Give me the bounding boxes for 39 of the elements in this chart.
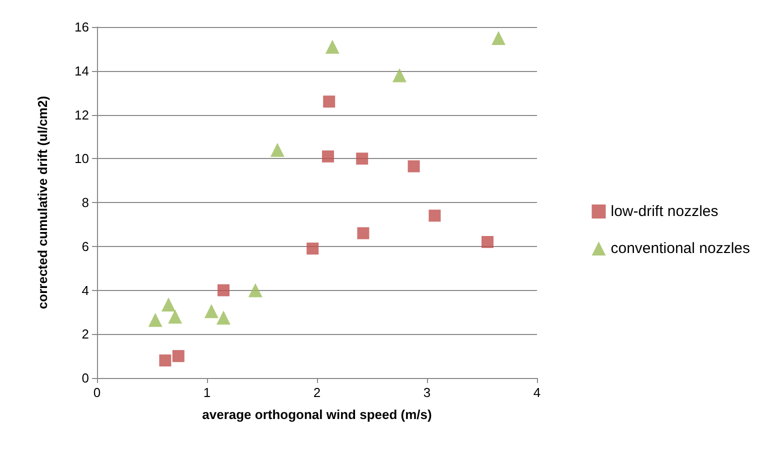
point: [392, 68, 406, 82]
x-tick-label: 1: [203, 385, 211, 400]
y-tick-label: 16: [74, 20, 89, 34]
point: [482, 236, 494, 248]
x-tick-label: 4: [533, 385, 541, 400]
legend-label: conventional nozzles: [610, 240, 750, 257]
point: [322, 150, 334, 162]
point: [148, 312, 162, 327]
point: [162, 298, 176, 312]
point: [248, 283, 262, 298]
point: [428, 210, 441, 222]
x-tick-label: 0: [93, 385, 101, 400]
y-tick-label: 8: [82, 195, 89, 210]
y-tick-label: 12: [74, 107, 89, 122]
point: [270, 142, 284, 157]
y-tick-label: 14: [74, 63, 89, 78]
point: [492, 30, 506, 45]
y-tick-label: 0: [82, 370, 89, 386]
y-tick-label: 2: [82, 326, 89, 342]
y-tick-label: 6: [82, 238, 89, 254]
point: [218, 284, 230, 296]
point: [216, 310, 230, 325]
point: [408, 160, 420, 172]
point: [159, 354, 172, 366]
y-axis-title: corrected cumulative drift (ul/cm2): [35, 96, 50, 310]
x-axis-title: average orthogonal wind speed (m/s): [202, 407, 432, 422]
point: [356, 152, 368, 165]
point: [357, 227, 370, 240]
point: [204, 304, 218, 318]
x-tick-label: 2: [313, 385, 321, 400]
y-tick-label: 4: [82, 282, 89, 298]
y-tick-label: 10: [74, 151, 89, 166]
point: [306, 242, 319, 255]
point: [172, 350, 184, 362]
legend-label: low-drift nozzles: [610, 203, 718, 220]
point: [168, 310, 182, 324]
x-tick-label: 3: [423, 385, 431, 400]
point: [325, 40, 340, 54]
point: [323, 96, 336, 108]
